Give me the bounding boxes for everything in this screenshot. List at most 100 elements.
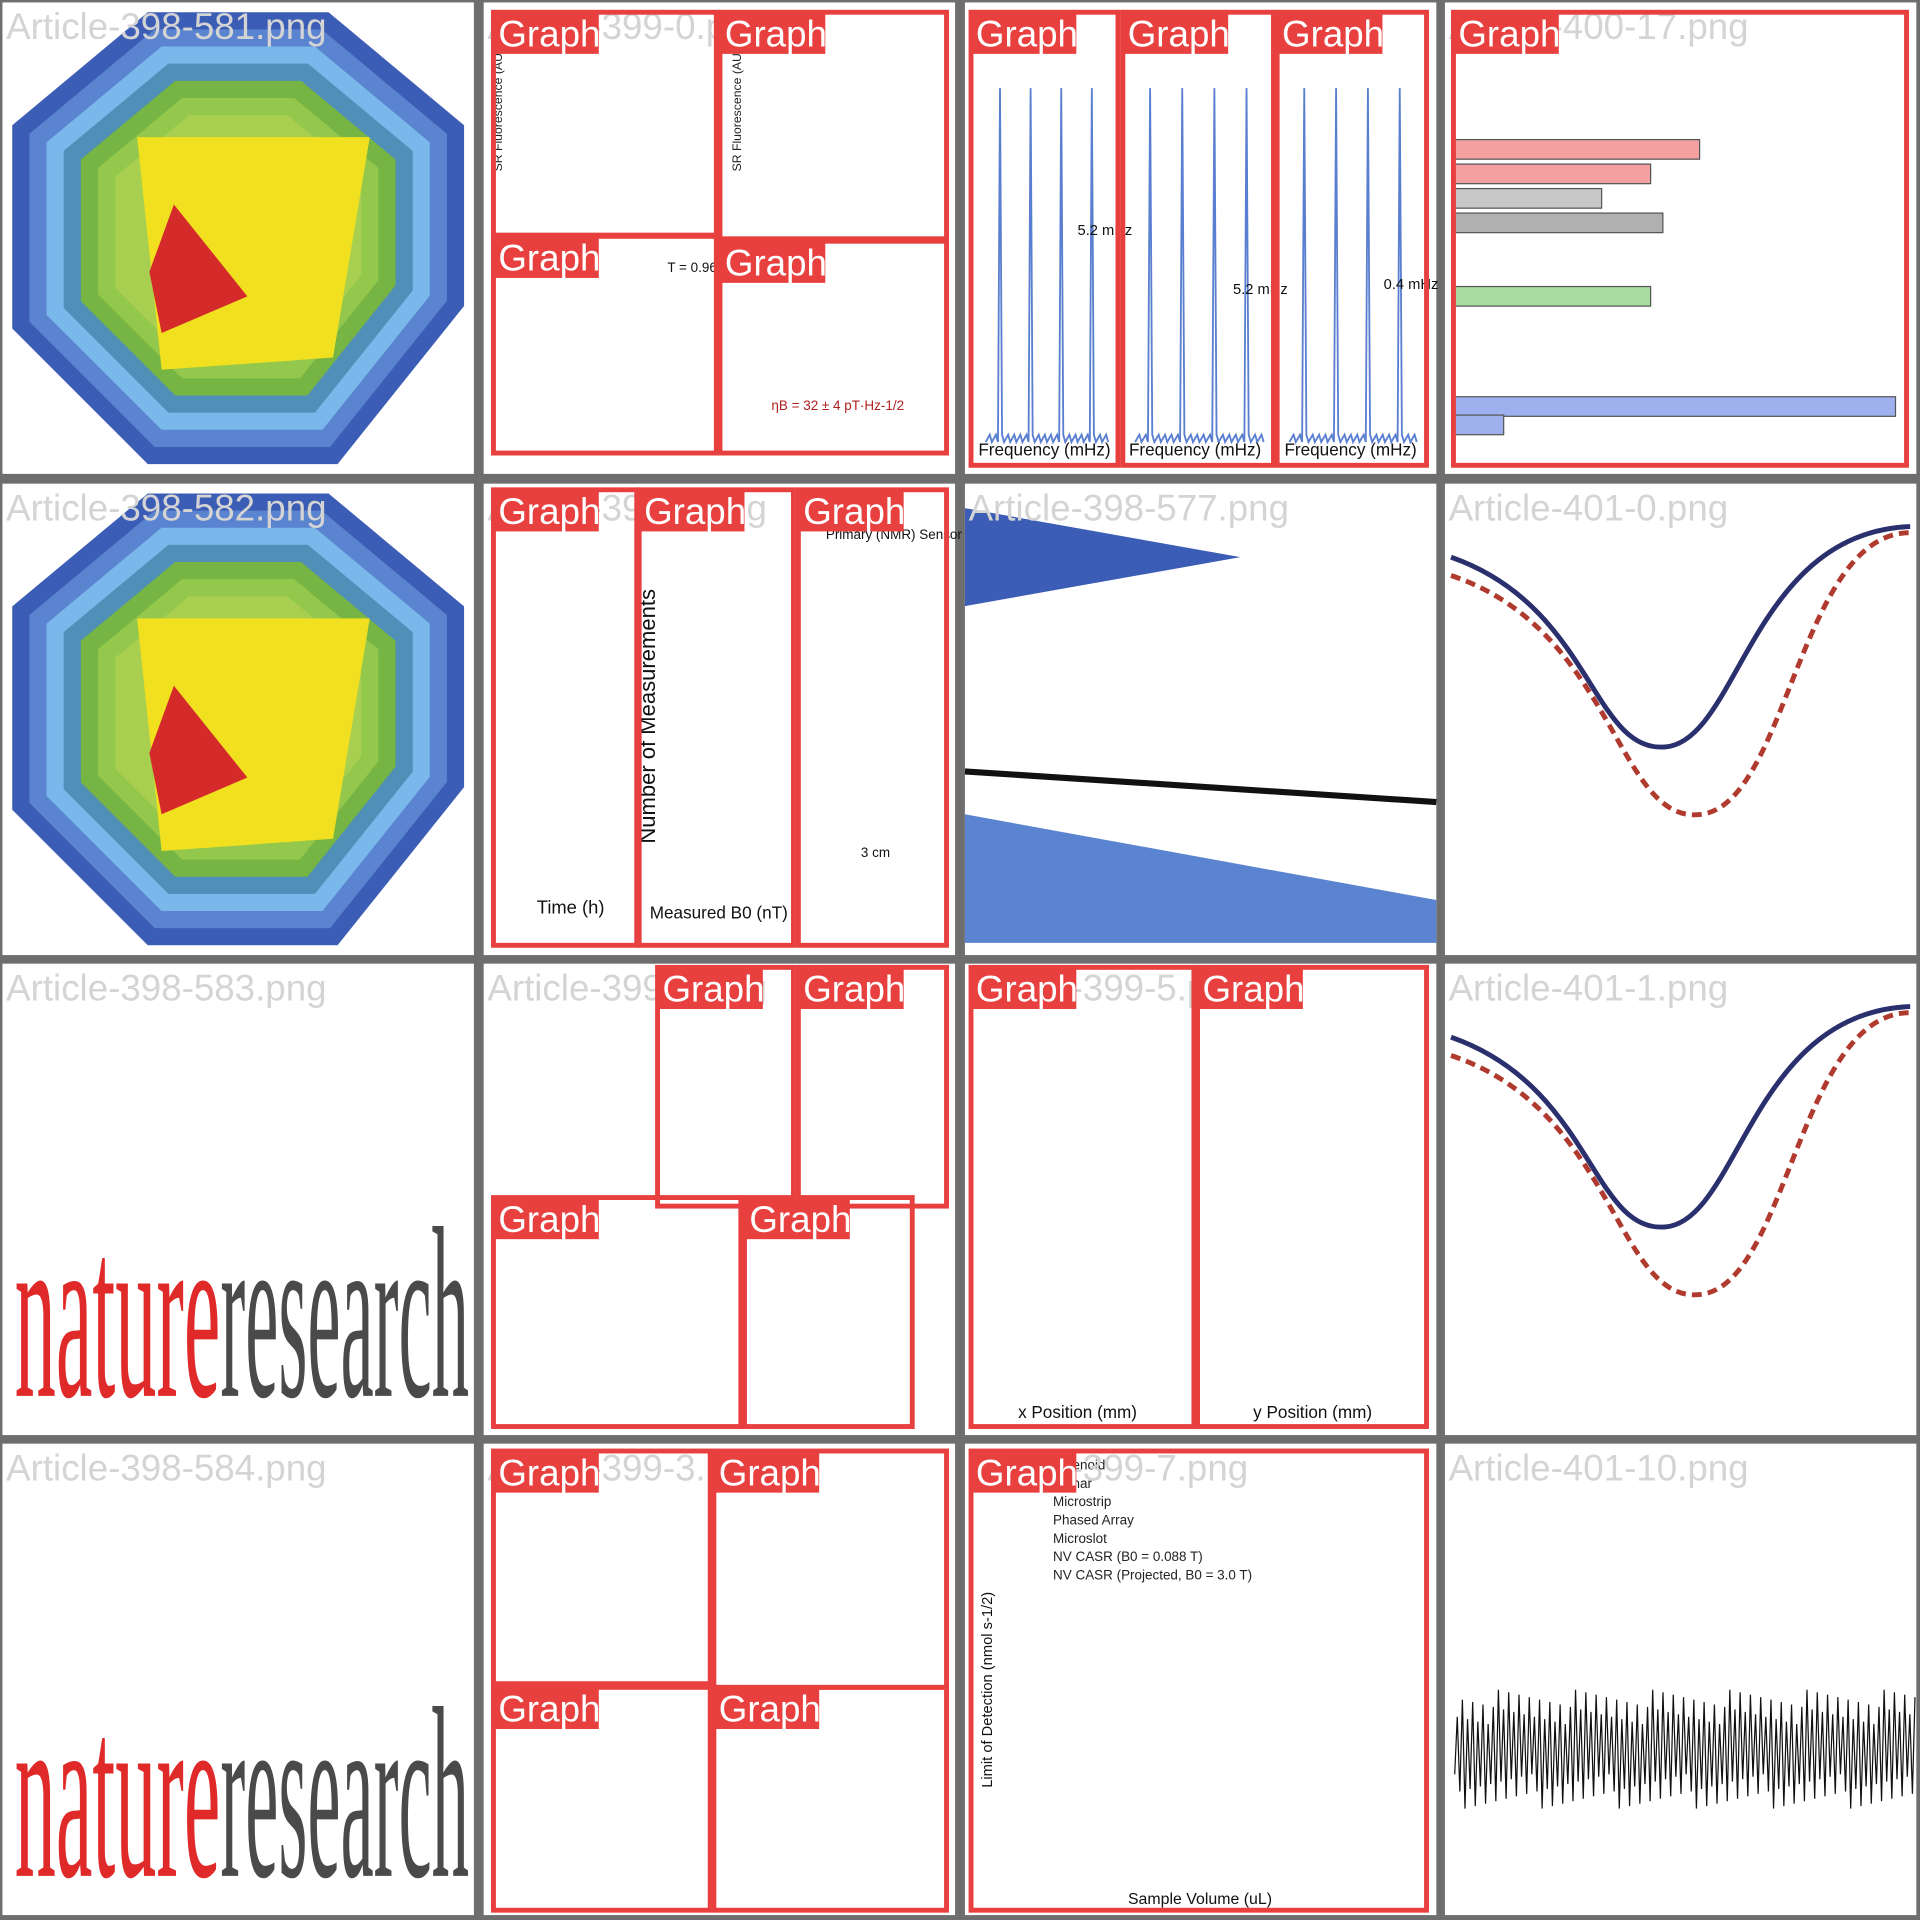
annotation-tag <box>493 489 599 532</box>
annotation-label: Graph <box>498 238 600 279</box>
annotation-box <box>717 238 949 456</box>
image-text: ηB = 32 ± 4 pT·Hz-1/2 <box>771 398 904 413</box>
contour <box>149 204 248 334</box>
annotation-box <box>711 1684 949 1913</box>
image-text: Microstrip <box>1053 1494 1111 1509</box>
annotation-label: Graph <box>725 243 827 284</box>
annotation-label: Graph <box>976 14 1078 55</box>
trace <box>984 88 1110 445</box>
image-text: Frequency (mHz) <box>978 440 1110 460</box>
annotation-label: Graph <box>662 969 764 1010</box>
annotation-box <box>491 1448 713 1687</box>
annotation-tag <box>971 967 1077 1009</box>
image-text: x Position (mm) <box>1018 1402 1137 1422</box>
tile <box>1444 963 1917 1436</box>
image-text: research <box>220 1178 469 1449</box>
tile <box>964 2 1437 474</box>
annotation-label: Graph <box>1128 14 1230 55</box>
annotation-label: Graph <box>498 14 600 55</box>
tile <box>964 963 1437 1436</box>
image-text: SR Fluorescence (AU) <box>730 49 744 171</box>
tile <box>1444 483 1917 956</box>
image-text: Phased Array <box>1053 1512 1134 1527</box>
annotation-box <box>491 1195 744 1429</box>
annotation-label: Graph <box>498 1689 600 1730</box>
annotation-tag <box>971 12 1077 54</box>
annotation-tag <box>713 1687 820 1729</box>
trace <box>1450 1010 1911 1298</box>
tile <box>1444 1443 1917 1916</box>
bar <box>1454 414 1505 436</box>
tile-image <box>964 508 1437 943</box>
contour <box>149 685 248 815</box>
annotation-tag <box>1197 967 1303 1009</box>
image-text: Frequency (mHz) <box>1284 440 1416 460</box>
tile <box>1444 2 1917 474</box>
annotation-tag <box>971 1451 1077 1493</box>
annotation-tag <box>639 489 745 532</box>
trace <box>964 768 1437 806</box>
annotation-label: Graph <box>803 969 905 1010</box>
tile <box>483 483 956 956</box>
tile-image <box>984 88 1418 445</box>
annotation-box <box>1451 9 1909 468</box>
annotation-tag <box>657 967 763 1009</box>
file-name: Article-398-577.png <box>969 487 1289 528</box>
annotation-tag <box>713 1451 820 1493</box>
file-name: Article-398-584.png <box>6 1447 326 1488</box>
image-text: Frequency (mHz) <box>1129 440 1261 460</box>
annotation-tag <box>798 489 904 532</box>
contour <box>964 814 1437 943</box>
bar <box>1454 285 1652 307</box>
annotation-tag <box>1453 12 1559 54</box>
tile-image <box>12 12 465 465</box>
annotation-label: Graph <box>1458 14 1560 55</box>
trace <box>1450 530 1911 818</box>
file-name: Article-398-583.png <box>6 967 326 1008</box>
file-name: Article-401-10.png <box>1449 1447 1749 1488</box>
image-text: nature <box>15 1658 221 1920</box>
annotation-tag <box>1277 12 1383 54</box>
image-text: Limit of Detection (nmol s-1/2) <box>980 1592 996 1788</box>
tile <box>2 963 474 1436</box>
annotation-label: Graph <box>498 491 600 532</box>
trace <box>1450 524 1911 750</box>
annotation-tag <box>493 1451 599 1493</box>
annotation-label: Graph <box>803 491 905 532</box>
image-text: NV CASR (B0 = 0.088 T) <box>1053 1549 1203 1564</box>
annotation-label: Graph <box>498 1452 600 1493</box>
annotation-label: Graph <box>719 1452 821 1493</box>
trace <box>1134 88 1265 445</box>
annotation-tag <box>1122 12 1229 54</box>
image-text: 0.4 mHz <box>1384 277 1439 293</box>
annotation-label: Graph <box>498 1199 600 1240</box>
image-text: Measured B0 (nT) <box>650 902 788 922</box>
tile <box>964 1443 1437 1916</box>
tile-image <box>1450 524 1911 818</box>
annotation-tag <box>493 236 599 278</box>
annotation-box <box>1195 964 1429 1429</box>
image-text: 3 cm <box>861 845 890 860</box>
bar <box>1454 163 1652 185</box>
annotation-tag <box>493 1687 599 1729</box>
annotation-tag <box>493 12 599 54</box>
tile-image <box>1450 1004 1911 1298</box>
annotation-tag <box>798 967 904 1009</box>
trace <box>1450 1004 1911 1230</box>
image-text: T = 0.96 s <box>667 260 727 275</box>
file-name: Article-398-582.png <box>6 487 326 528</box>
image-text: nature <box>15 1178 221 1449</box>
image-text: Sample Volume (uL) <box>1128 1891 1272 1908</box>
annotation-label: Graph <box>719 1689 821 1730</box>
annotation-tag <box>744 1197 850 1240</box>
tile-image <box>12 493 465 946</box>
tile-image <box>1454 1689 1916 1809</box>
annotation-label: Graph <box>725 14 827 55</box>
file-name: Article-398-581.png <box>6 6 326 47</box>
annotation-tag <box>493 1197 599 1240</box>
image-text: Microslot <box>1053 1531 1107 1546</box>
image-text: Time (h) <box>537 896 605 917</box>
annotation-tag <box>720 12 826 54</box>
